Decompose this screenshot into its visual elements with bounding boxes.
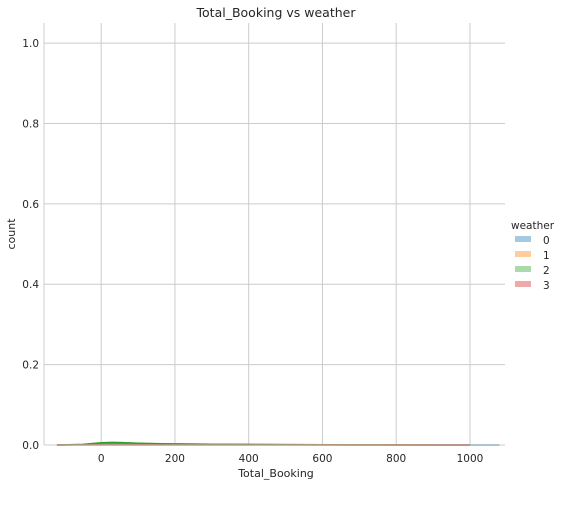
x-axis-title: Total_Booking [237,467,314,480]
x-tick-label: 0 [98,453,105,465]
y-tick-label: 0.0 [22,440,39,452]
legend-label-0: 0 [543,235,550,247]
legend-swatch-1 [515,251,531,257]
axes [43,23,505,446]
legend-swatch-2 [515,266,531,272]
x-tick-label: 200 [165,453,185,465]
y-tick-label: 0.4 [22,279,39,291]
grid [44,23,505,446]
x-tick-label: 600 [312,453,332,465]
legend-label-1: 1 [543,250,550,262]
x-tick-label: 400 [239,453,259,465]
chart-title: Total_Booking vs weather [196,5,357,20]
legend-label-2: 2 [543,265,550,277]
y-tick-label: 0.2 [22,360,39,372]
legend-swatch-3 [515,281,531,287]
y-axis-title: count [5,218,18,250]
x-tick-label: 800 [386,453,406,465]
legend: weather 0 1 2 3 [511,220,555,292]
legend-swatch-0 [515,236,531,242]
y-tick-label: 0.6 [22,199,39,211]
x-tick-label: 1000 [457,453,484,465]
legend-title: weather [511,220,555,232]
y-tick-label: 1.0 [22,38,39,50]
y-tick-label: 0.8 [22,118,39,130]
tick-labels: 0 200 400 600 800 1000 0.0 0.2 0.4 0.6 0.8 1.0 [22,38,483,465]
legend-label-3: 3 [543,280,550,292]
